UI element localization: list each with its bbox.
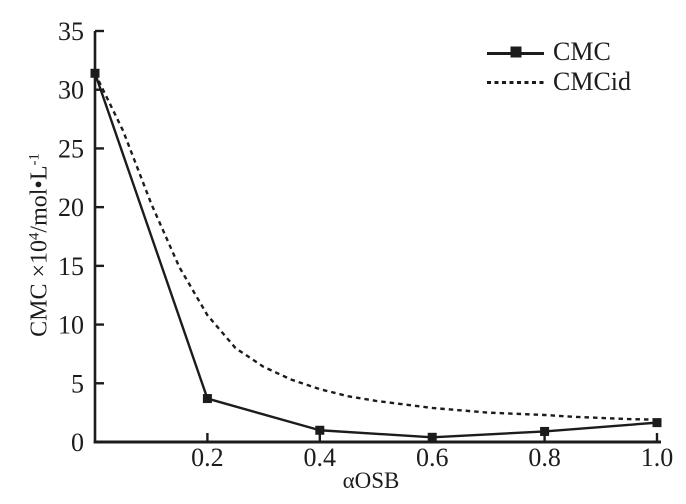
y-axis-label: CMC ×104/mol•L-1 bbox=[26, 153, 54, 337]
x-tick-label: 0.4 bbox=[304, 443, 337, 472]
x-tick-label: 0.8 bbox=[528, 443, 561, 472]
legend-label-cmc: CMC bbox=[553, 37, 611, 66]
y-axis-label-exponent: 4 bbox=[26, 232, 43, 241]
dashed-line-icon bbox=[487, 81, 544, 84]
y-axis-label-units-exponent: -1 bbox=[26, 153, 43, 166]
y-tick-label: 35 bbox=[58, 17, 84, 46]
y-axis-label-prefix: CMC ×10 bbox=[26, 240, 53, 337]
y-tick-label: 30 bbox=[58, 76, 84, 105]
y-tick-label: 0 bbox=[71, 428, 84, 457]
y-tick-label: 25 bbox=[58, 134, 84, 163]
legend: CMC CMCid bbox=[487, 37, 631, 97]
y-axis-label-units: /mol•L bbox=[26, 165, 53, 233]
square-marker-icon bbox=[510, 46, 521, 58]
x-tick-label: 1.0 bbox=[641, 443, 674, 472]
series-cmcid-line bbox=[93, 72, 658, 421]
x-axis-label: αOSB bbox=[342, 468, 400, 493]
legend-label-cmcid: CMCid bbox=[553, 67, 632, 96]
y-tick-label: 5 bbox=[71, 369, 84, 398]
y-tick-label: 15 bbox=[58, 252, 84, 281]
legend-item-cmc: CMC bbox=[487, 37, 631, 67]
data-point-marker bbox=[540, 426, 550, 436]
legend-sample-cmcid bbox=[487, 67, 544, 97]
series-cmc-line bbox=[93, 72, 658, 439]
data-point-marker bbox=[652, 418, 662, 428]
data-point-marker bbox=[202, 394, 212, 404]
legend-item-cmcid: CMCid bbox=[487, 67, 631, 97]
legend-sample-cmc bbox=[487, 37, 544, 67]
data-point-marker bbox=[427, 432, 437, 442]
x-tick-label: 0.2 bbox=[191, 443, 224, 472]
x-tick-label: 0.6 bbox=[416, 443, 449, 472]
y-tick-label: 10 bbox=[58, 311, 84, 340]
data-point-marker bbox=[315, 425, 325, 435]
y-tick-label: 20 bbox=[58, 193, 84, 222]
